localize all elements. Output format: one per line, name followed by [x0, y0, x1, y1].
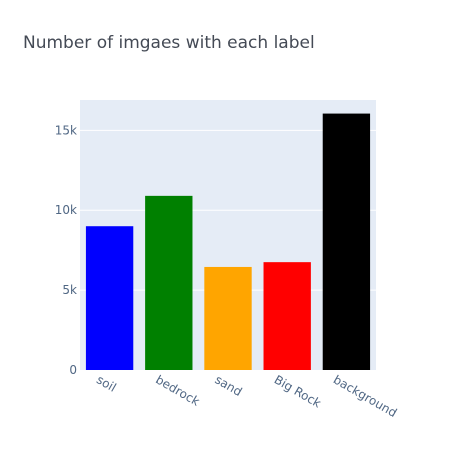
y-axis-ticks: 0 5k 10k 15k [55, 123, 77, 377]
x-tick-label: sand [213, 372, 245, 399]
chart-title: Number of imgaes with each label [23, 33, 315, 53]
bar-bedrock[interactable] [145, 195, 193, 370]
bar-background[interactable] [322, 113, 371, 370]
x-tick-label: background [331, 372, 399, 420]
x-axis-ticks: soil bedrock sand Big Rock background [94, 372, 399, 420]
bars [85, 113, 371, 370]
bar-soil[interactable] [85, 226, 134, 370]
x-tick-label: bedrock [153, 372, 202, 408]
bar-sand[interactable] [204, 266, 252, 370]
y-tick-label: 5k [62, 283, 77, 297]
bar-big-rock[interactable] [263, 262, 311, 370]
y-tick-label: 0 [69, 363, 77, 377]
y-tick-label: 15k [55, 123, 77, 137]
y-tick-label: 10k [55, 203, 77, 217]
x-tick-label: soil [94, 372, 119, 394]
x-tick-label: Big Rock [272, 372, 324, 410]
